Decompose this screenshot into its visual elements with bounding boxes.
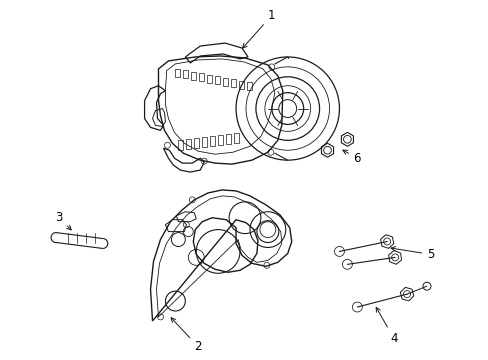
Text: 2: 2 (171, 318, 202, 353)
Text: 3: 3 (55, 211, 71, 230)
Text: 4: 4 (375, 307, 397, 345)
Text: 1: 1 (242, 9, 275, 48)
Text: 5: 5 (390, 247, 434, 261)
Text: 6: 6 (342, 150, 360, 165)
